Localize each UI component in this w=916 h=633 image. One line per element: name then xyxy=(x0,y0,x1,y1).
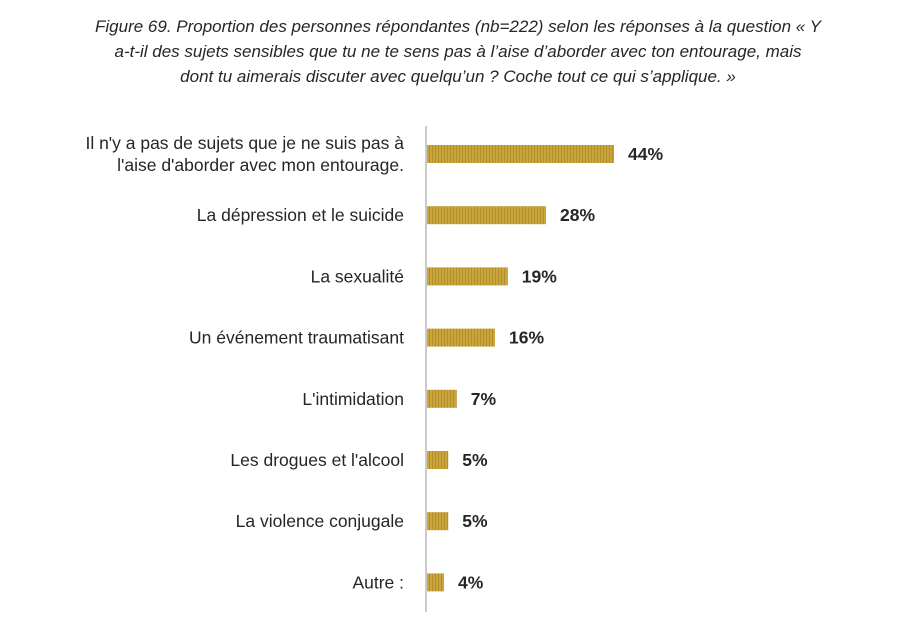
category-label-line: La violence conjugale xyxy=(236,511,404,531)
category-label: La violence conjugale xyxy=(236,511,404,531)
bar xyxy=(427,145,614,163)
category-label-line: L'intimidation xyxy=(302,389,404,409)
bar xyxy=(427,573,444,592)
category-label-line: Autre : xyxy=(352,572,404,592)
category-label: L'intimidation xyxy=(302,389,404,409)
figure-title-line: Figure 69. Proportion des personnes répo… xyxy=(95,17,821,36)
category-label-line: l'aise d'aborder avec mon entourage. xyxy=(117,155,404,175)
category-label: La sexualité xyxy=(311,266,404,286)
data-label: 5% xyxy=(462,450,488,470)
category-label-line: Les drogues et l'alcool xyxy=(230,450,404,470)
category-label-line: La sexualité xyxy=(311,266,404,286)
category-label: Il n'y a pas de sujets que je ne suis pa… xyxy=(85,133,404,175)
data-label: 19% xyxy=(522,266,557,286)
category-label: Les drogues et l'alcool xyxy=(230,450,404,470)
figure-title-line: dont tu aimerais discuter avec quelqu’un… xyxy=(180,67,736,86)
category-label-line: Un événement traumatisant xyxy=(189,328,404,348)
bar xyxy=(427,328,495,347)
data-label: 28% xyxy=(560,205,595,225)
figure-title-line: a-t-il des sujets sensibles que tu ne te… xyxy=(114,42,802,61)
bar xyxy=(427,267,508,286)
data-label: 7% xyxy=(471,389,497,409)
data-label: 44% xyxy=(628,144,663,164)
data-label: 5% xyxy=(462,511,488,531)
bar xyxy=(427,451,449,469)
bar xyxy=(427,512,449,531)
data-label: 4% xyxy=(458,572,484,592)
bar xyxy=(427,389,457,408)
category-label-line: La dépression et le suicide xyxy=(197,205,404,225)
figure-title: Figure 69. Proportion des personnes répo… xyxy=(0,14,916,89)
bar xyxy=(427,206,546,225)
category-label: Autre : xyxy=(352,572,404,592)
category-label: La dépression et le suicide xyxy=(197,205,404,225)
category-label-line: Il n'y a pas de sujets que je ne suis pa… xyxy=(85,133,404,153)
data-label: 16% xyxy=(509,328,544,348)
category-label: Un événement traumatisant xyxy=(189,328,404,348)
